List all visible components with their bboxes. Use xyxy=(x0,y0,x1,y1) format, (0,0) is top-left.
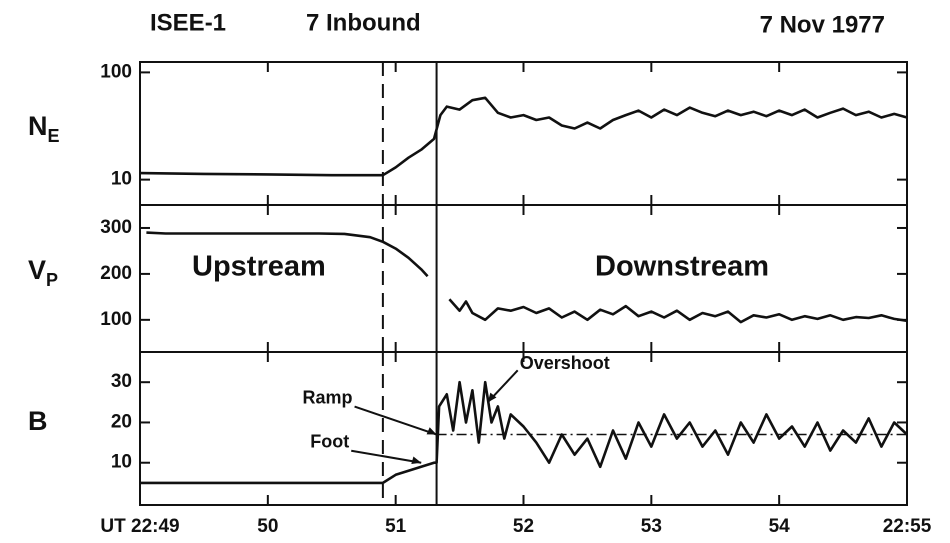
x-tick-label: 22:55 xyxy=(883,516,932,537)
chart-title: ISEE-1 xyxy=(150,9,226,36)
annotation-arrow xyxy=(354,405,437,436)
data-line xyxy=(146,231,908,324)
y-tick-label: 200 xyxy=(100,263,132,284)
x-tick-label: 53 xyxy=(641,516,662,537)
x-tick-label: 52 xyxy=(513,516,534,537)
annotation-arrow xyxy=(351,449,422,464)
region-label: Upstream xyxy=(192,251,326,283)
annotation: Ramp xyxy=(303,387,353,407)
y-tick-label: 100 xyxy=(100,309,132,330)
data-line xyxy=(140,380,908,485)
y-tick-label: 30 xyxy=(111,371,132,392)
y-axis-label: B xyxy=(28,406,48,436)
arrow-head xyxy=(411,456,422,464)
y-axis-label: VP xyxy=(28,255,58,290)
y-tick-label: 100 xyxy=(100,61,132,82)
region-label: Downstream xyxy=(595,251,769,283)
x-tick-label: 50 xyxy=(257,516,278,537)
plot-frame xyxy=(139,61,908,206)
y-axis-label-sub: E xyxy=(48,126,60,146)
y-tick-label: 10 xyxy=(111,169,132,190)
y-axis-label-sub: P xyxy=(46,270,58,290)
arrow-head xyxy=(426,427,437,435)
annotation: Overshoot xyxy=(520,353,610,373)
x-tick-label: UT 22:49 xyxy=(100,516,179,537)
arrow-head xyxy=(487,392,497,403)
y-tick-label: 10 xyxy=(111,452,132,473)
y-axis-label-main: B xyxy=(28,406,48,436)
y-axis-label-main: V xyxy=(28,255,46,285)
x-tick-label: 54 xyxy=(769,516,791,537)
chart-subtitle: 7 Inbound xyxy=(306,9,421,36)
date: 7 Nov 1977 xyxy=(760,11,885,38)
y-axis-label-main: N xyxy=(28,111,48,141)
y-axis-label: NE xyxy=(28,111,60,146)
x-tick-label: 51 xyxy=(385,516,407,537)
y-tick-label: 20 xyxy=(111,411,132,432)
y-tick-label: 300 xyxy=(100,217,132,238)
annotation: Foot xyxy=(310,431,349,451)
data-line xyxy=(139,96,908,177)
